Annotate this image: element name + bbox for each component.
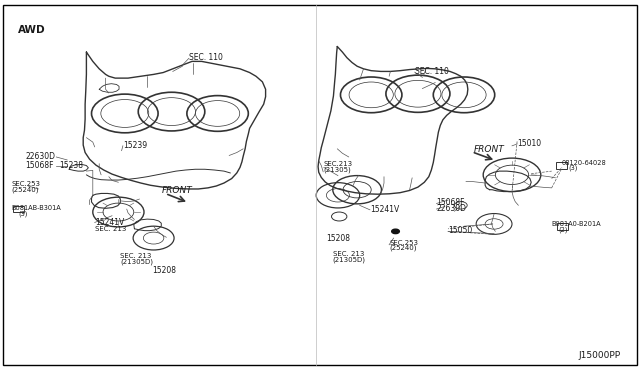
Text: SEC. 110: SEC. 110 (189, 53, 223, 62)
Text: 15241V: 15241V (95, 218, 124, 227)
Text: B081A0-B201A: B081A0-B201A (552, 221, 602, 227)
Text: (25240): (25240) (389, 245, 417, 251)
Text: 15068F: 15068F (26, 161, 54, 170)
Text: 15238: 15238 (59, 161, 83, 170)
Text: 15050: 15050 (448, 226, 472, 235)
Text: SEC. 213: SEC. 213 (333, 251, 364, 257)
Text: (21305): (21305) (324, 167, 351, 173)
Text: (3): (3) (568, 165, 578, 171)
Text: SEC.253: SEC.253 (389, 240, 418, 246)
Text: (21305D): (21305D) (333, 256, 366, 263)
Text: 15208: 15208 (326, 234, 351, 243)
Bar (13, 206, 24, 212)
Text: 22630D: 22630D (436, 204, 467, 213)
Text: 15241V: 15241V (370, 205, 399, 214)
Text: 22630D: 22630D (26, 153, 56, 161)
Text: SEC. 110: SEC. 110 (415, 67, 449, 76)
Text: (21305D): (21305D) (120, 258, 154, 265)
Text: SEC.253: SEC.253 (12, 181, 40, 187)
Text: 15239: 15239 (123, 141, 147, 150)
Text: FRONT: FRONT (162, 186, 193, 195)
Text: (25240): (25240) (12, 186, 39, 193)
Text: 15208: 15208 (152, 266, 177, 275)
Circle shape (392, 229, 399, 234)
Text: J15000PP: J15000PP (579, 351, 621, 360)
Bar (557, 223, 568, 230)
Text: (3): (3) (18, 211, 28, 217)
Text: SEC.213: SEC.213 (324, 161, 353, 167)
Text: 15010: 15010 (517, 139, 541, 148)
Text: (2): (2) (558, 226, 568, 233)
Text: SEC. 213: SEC. 213 (120, 253, 152, 259)
Text: 15068F: 15068F (436, 198, 465, 207)
Text: FRONT: FRONT (474, 145, 504, 154)
Text: SEC. 213: SEC. 213 (95, 226, 126, 232)
Text: 08120-64028: 08120-64028 (562, 160, 607, 166)
Text: AWD: AWD (18, 25, 45, 35)
Text: B081AB-B301A: B081AB-B301A (12, 205, 61, 211)
Bar (556, 162, 567, 169)
